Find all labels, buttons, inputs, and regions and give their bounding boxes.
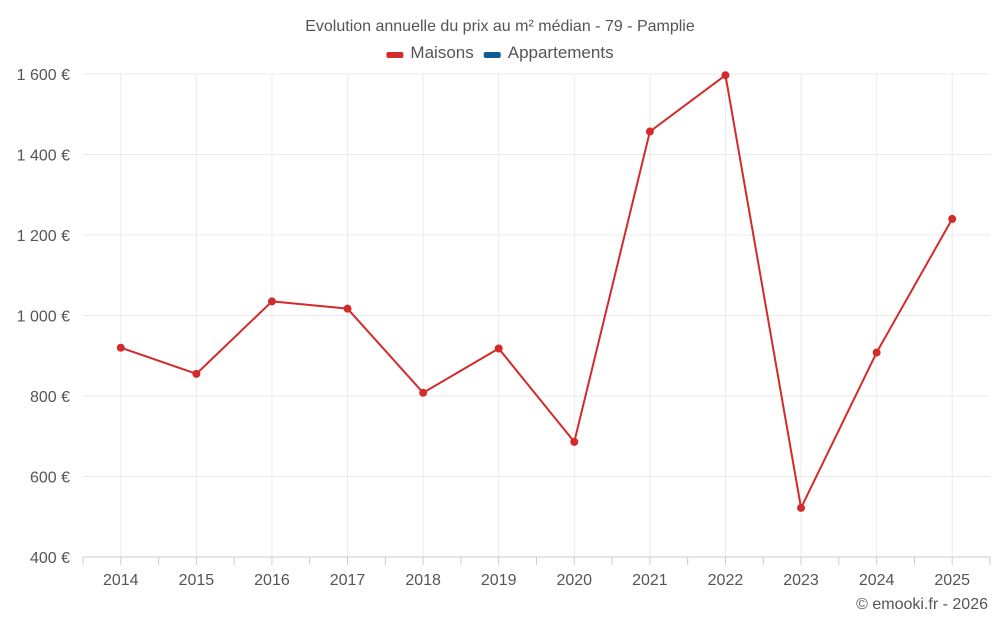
data-point[interactable] <box>343 304 352 313</box>
data-point[interactable] <box>872 348 881 357</box>
data-point[interactable] <box>494 344 503 353</box>
y-tick-label: 1 200 € <box>17 228 70 245</box>
legend-label: Appartements <box>508 43 614 62</box>
data-point[interactable] <box>419 388 428 397</box>
legend-item-appartements[interactable]: Appartements <box>483 43 614 62</box>
x-tick-label: 2023 <box>783 572 819 589</box>
legend-swatch <box>483 52 501 58</box>
x-tick-label: 2017 <box>330 572 366 589</box>
y-tick-label: 400 € <box>30 550 70 567</box>
y-tick-label: 1 600 € <box>17 67 70 84</box>
legend-swatch <box>386 52 404 58</box>
grid <box>83 73 990 557</box>
data-point[interactable] <box>948 214 957 223</box>
legend-label: Maisons <box>410 43 473 62</box>
x-axis: 2014 2015 2016 2017 2018 2019 2020 2021 2022 2023… <box>82 556 991 589</box>
data-point[interactable] <box>721 71 730 80</box>
data-point[interactable] <box>645 127 654 136</box>
data-point[interactable] <box>570 437 579 446</box>
y-tick-label: 1 400 € <box>17 148 70 165</box>
data-point[interactable] <box>192 369 201 378</box>
data-point[interactable] <box>116 343 125 352</box>
y-axis: 400 € 600 € 800 € 1 000 € 1 200 € 1 400 € 1 60… <box>17 67 70 567</box>
series-layer <box>116 71 957 512</box>
x-tick-label: 2014 <box>103 572 139 589</box>
data-point[interactable] <box>267 297 276 306</box>
y-tick-label: 1 000 € <box>17 309 70 326</box>
legend-item-maisons[interactable]: Maisons <box>386 43 474 62</box>
x-tick-label: 2025 <box>934 572 970 589</box>
x-tick-label: 2021 <box>632 572 668 589</box>
data-point[interactable] <box>797 503 806 512</box>
y-tick-label: 600 € <box>30 470 70 487</box>
x-tick-label: 2020 <box>556 572 592 589</box>
chart-title: Evolution annuelle du prix au m² médian … <box>305 18 695 35</box>
series-line-maisons <box>120 74 954 509</box>
x-tick-label: 2022 <box>708 572 744 589</box>
x-tick-label: 2015 <box>179 572 215 589</box>
x-tick-label: 2016 <box>254 572 290 589</box>
legend[interactable]: Maisons Appartements <box>386 43 614 62</box>
x-tick-label: 2024 <box>859 572 895 589</box>
x-tick-label: 2019 <box>481 572 517 589</box>
y-tick-label: 800 € <box>30 389 70 406</box>
credit-text: © emooki.fr - 2026 <box>856 596 988 613</box>
x-tick-label: 2018 <box>405 572 441 589</box>
